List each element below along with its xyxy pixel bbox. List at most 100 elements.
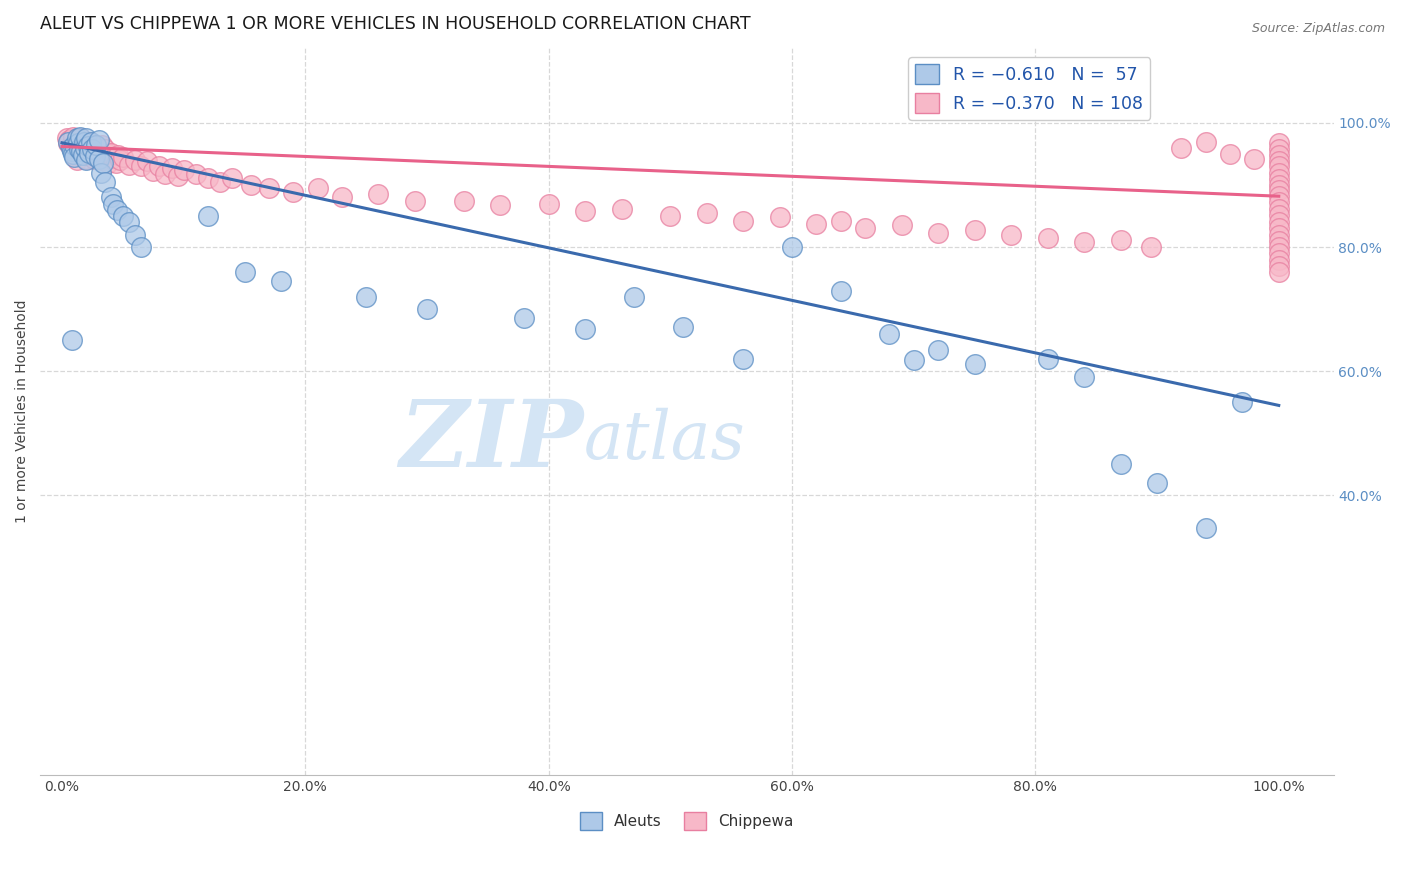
Point (75, 131, 97, 145)
Point (65, 153, 87, 168)
Point (1195, 135, 1218, 149)
Point (1268, 202, 1291, 216)
Point (574, 204, 596, 219)
Point (70, 144, 93, 158)
Point (1268, 136, 1291, 150)
Text: ALEUT VS CHIPPEWA 1 OR MORE VEHICLES IN HOUSEHOLD CORRELATION CHART: ALEUT VS CHIPPEWA 1 OR MORE VEHICLES IN … (41, 15, 751, 33)
Point (1140, 240, 1163, 254)
Point (733, 214, 755, 228)
Text: Source: ZipAtlas.com: Source: ZipAtlas.com (1251, 22, 1385, 36)
Point (927, 343, 949, 357)
Point (489, 198, 512, 212)
Point (76, 139, 98, 153)
Point (780, 240, 803, 254)
Point (270, 274, 292, 288)
Point (769, 211, 792, 225)
Point (197, 170, 219, 185)
Point (903, 353, 925, 368)
Point (963, 357, 986, 371)
Point (56, 136, 79, 150)
Point (100, 145, 122, 160)
Y-axis label: 1 or more Vehicles in Household: 1 or more Vehicles in Household (15, 300, 30, 524)
Point (59, 141, 82, 155)
Point (75, 141, 97, 155)
Point (80, 135, 103, 149)
Point (574, 322, 596, 336)
Point (69, 129, 91, 144)
Point (111, 150, 134, 164)
Point (416, 302, 439, 317)
Text: atlas: atlas (583, 408, 745, 474)
Point (659, 209, 682, 223)
Point (233, 265, 256, 279)
Point (100, 190, 122, 204)
Point (65, 139, 87, 153)
Point (63, 148, 86, 162)
Point (110, 153, 132, 168)
Point (107, 148, 129, 162)
Point (1036, 231, 1059, 245)
Point (75, 153, 97, 168)
Point (75, 137, 97, 152)
Point (1036, 351, 1059, 366)
Point (97, 155, 120, 169)
Point (72, 148, 94, 162)
Point (1000, 227, 1022, 242)
Point (1268, 227, 1291, 242)
Point (80, 141, 103, 155)
Point (66, 136, 89, 150)
Point (671, 319, 693, 334)
Point (62, 147, 84, 161)
Point (124, 227, 146, 242)
Point (87, 152, 110, 166)
Point (75, 152, 97, 166)
Point (221, 170, 243, 185)
Point (101, 196, 124, 211)
Point (404, 194, 426, 208)
Point (1268, 208, 1291, 222)
Point (209, 175, 232, 189)
Point (93, 175, 115, 189)
Point (367, 187, 389, 202)
Point (1268, 252, 1291, 267)
Point (1109, 458, 1132, 472)
Point (513, 311, 536, 326)
Point (59, 137, 82, 152)
Point (82, 142, 104, 156)
Point (1170, 141, 1192, 155)
Point (853, 221, 876, 235)
Point (1243, 152, 1265, 166)
Point (830, 284, 852, 298)
Point (124, 153, 146, 168)
Point (136, 154, 159, 169)
Point (1146, 475, 1168, 490)
Point (87, 133, 110, 147)
Point (155, 167, 177, 181)
Point (118, 215, 141, 229)
Point (69, 142, 91, 156)
Point (166, 169, 188, 183)
Point (283, 186, 305, 200)
Point (87, 141, 110, 155)
Point (83, 137, 105, 152)
Point (67, 136, 90, 150)
Point (76, 142, 98, 156)
Point (84, 144, 107, 158)
Point (75, 135, 97, 149)
Point (453, 194, 475, 208)
Point (173, 162, 195, 177)
Point (1268, 178, 1291, 192)
Point (1268, 240, 1291, 254)
Point (73, 135, 96, 149)
Point (60, 333, 83, 347)
Point (72, 141, 94, 155)
Point (184, 167, 207, 181)
Point (105, 202, 128, 217)
Point (1268, 215, 1291, 229)
Point (82, 145, 104, 160)
Point (62, 129, 84, 144)
Point (1268, 142, 1291, 156)
Point (197, 209, 219, 223)
Point (65, 131, 87, 145)
Point (307, 181, 329, 195)
